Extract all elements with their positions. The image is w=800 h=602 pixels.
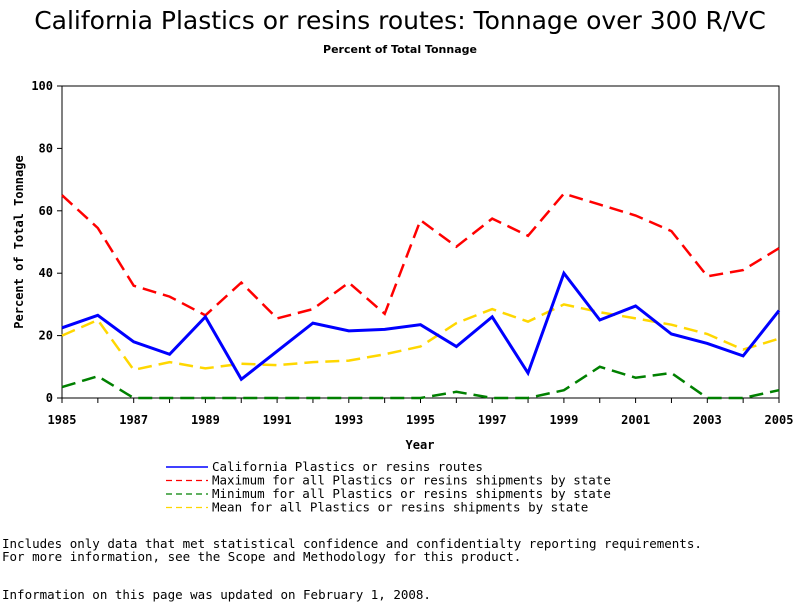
legend-label: California Plastics or resins routes [212,459,483,474]
y-tick-label: 40 [39,266,53,280]
plot-border [61,85,780,399]
legend: California Plastics or resins routesMaxi… [166,459,611,515]
x-tick-label: 1987 [119,413,148,427]
footnote-methodology: For more information, see the Scope and … [2,549,522,564]
series-line-0 [61,270,781,382]
footnote-confidence: Includes only data that met statistical … [2,536,702,551]
y-axis: 0 20 40 60 80 100 [31,79,62,405]
plot-area [61,85,780,399]
x-axis: 1985 1987 1989 1991 1993 1995 1997 1999 2001 2003… [48,398,794,427]
series-line-2 [61,365,780,400]
series-line-1 [61,192,780,320]
series-line-3 [61,303,780,372]
x-axis-label: Year [406,438,435,452]
legend-label: Minimum for all Plastics or resins shipm… [212,486,611,501]
x-tick-label: 2001 [621,413,650,427]
x-tick-label: 1991 [263,413,292,427]
y-axis-label: Percent of Total Tonnage [12,155,26,328]
y-tick-label: 20 [39,329,53,343]
x-tick-label: 1999 [549,413,578,427]
y-tick-label: 60 [39,204,53,218]
x-tick-label: 1995 [406,413,435,427]
chart-title: California Plastics or resins routes: To… [34,6,766,35]
x-tick-label: 2005 [765,413,794,427]
x-tick-label: 1989 [191,413,220,427]
legend-label: Mean for all Plastics or resins shipment… [212,500,588,515]
x-tick-label: 1985 [48,413,77,427]
legend-label: Maximum for all Plastics or resins shipm… [212,473,611,488]
x-tick-label: 2003 [693,413,722,427]
x-tick-label: 1993 [334,413,363,427]
y-tick-label: 0 [46,391,53,405]
footnote-updated: Information on this page was updated on … [2,587,431,602]
y-tick-label: 80 [39,141,53,155]
chart-subtitle: Percent of Total Tonnage [323,43,477,56]
y-tick-label: 100 [31,79,53,93]
x-tick-label: 1997 [478,413,507,427]
series-group [61,192,781,400]
